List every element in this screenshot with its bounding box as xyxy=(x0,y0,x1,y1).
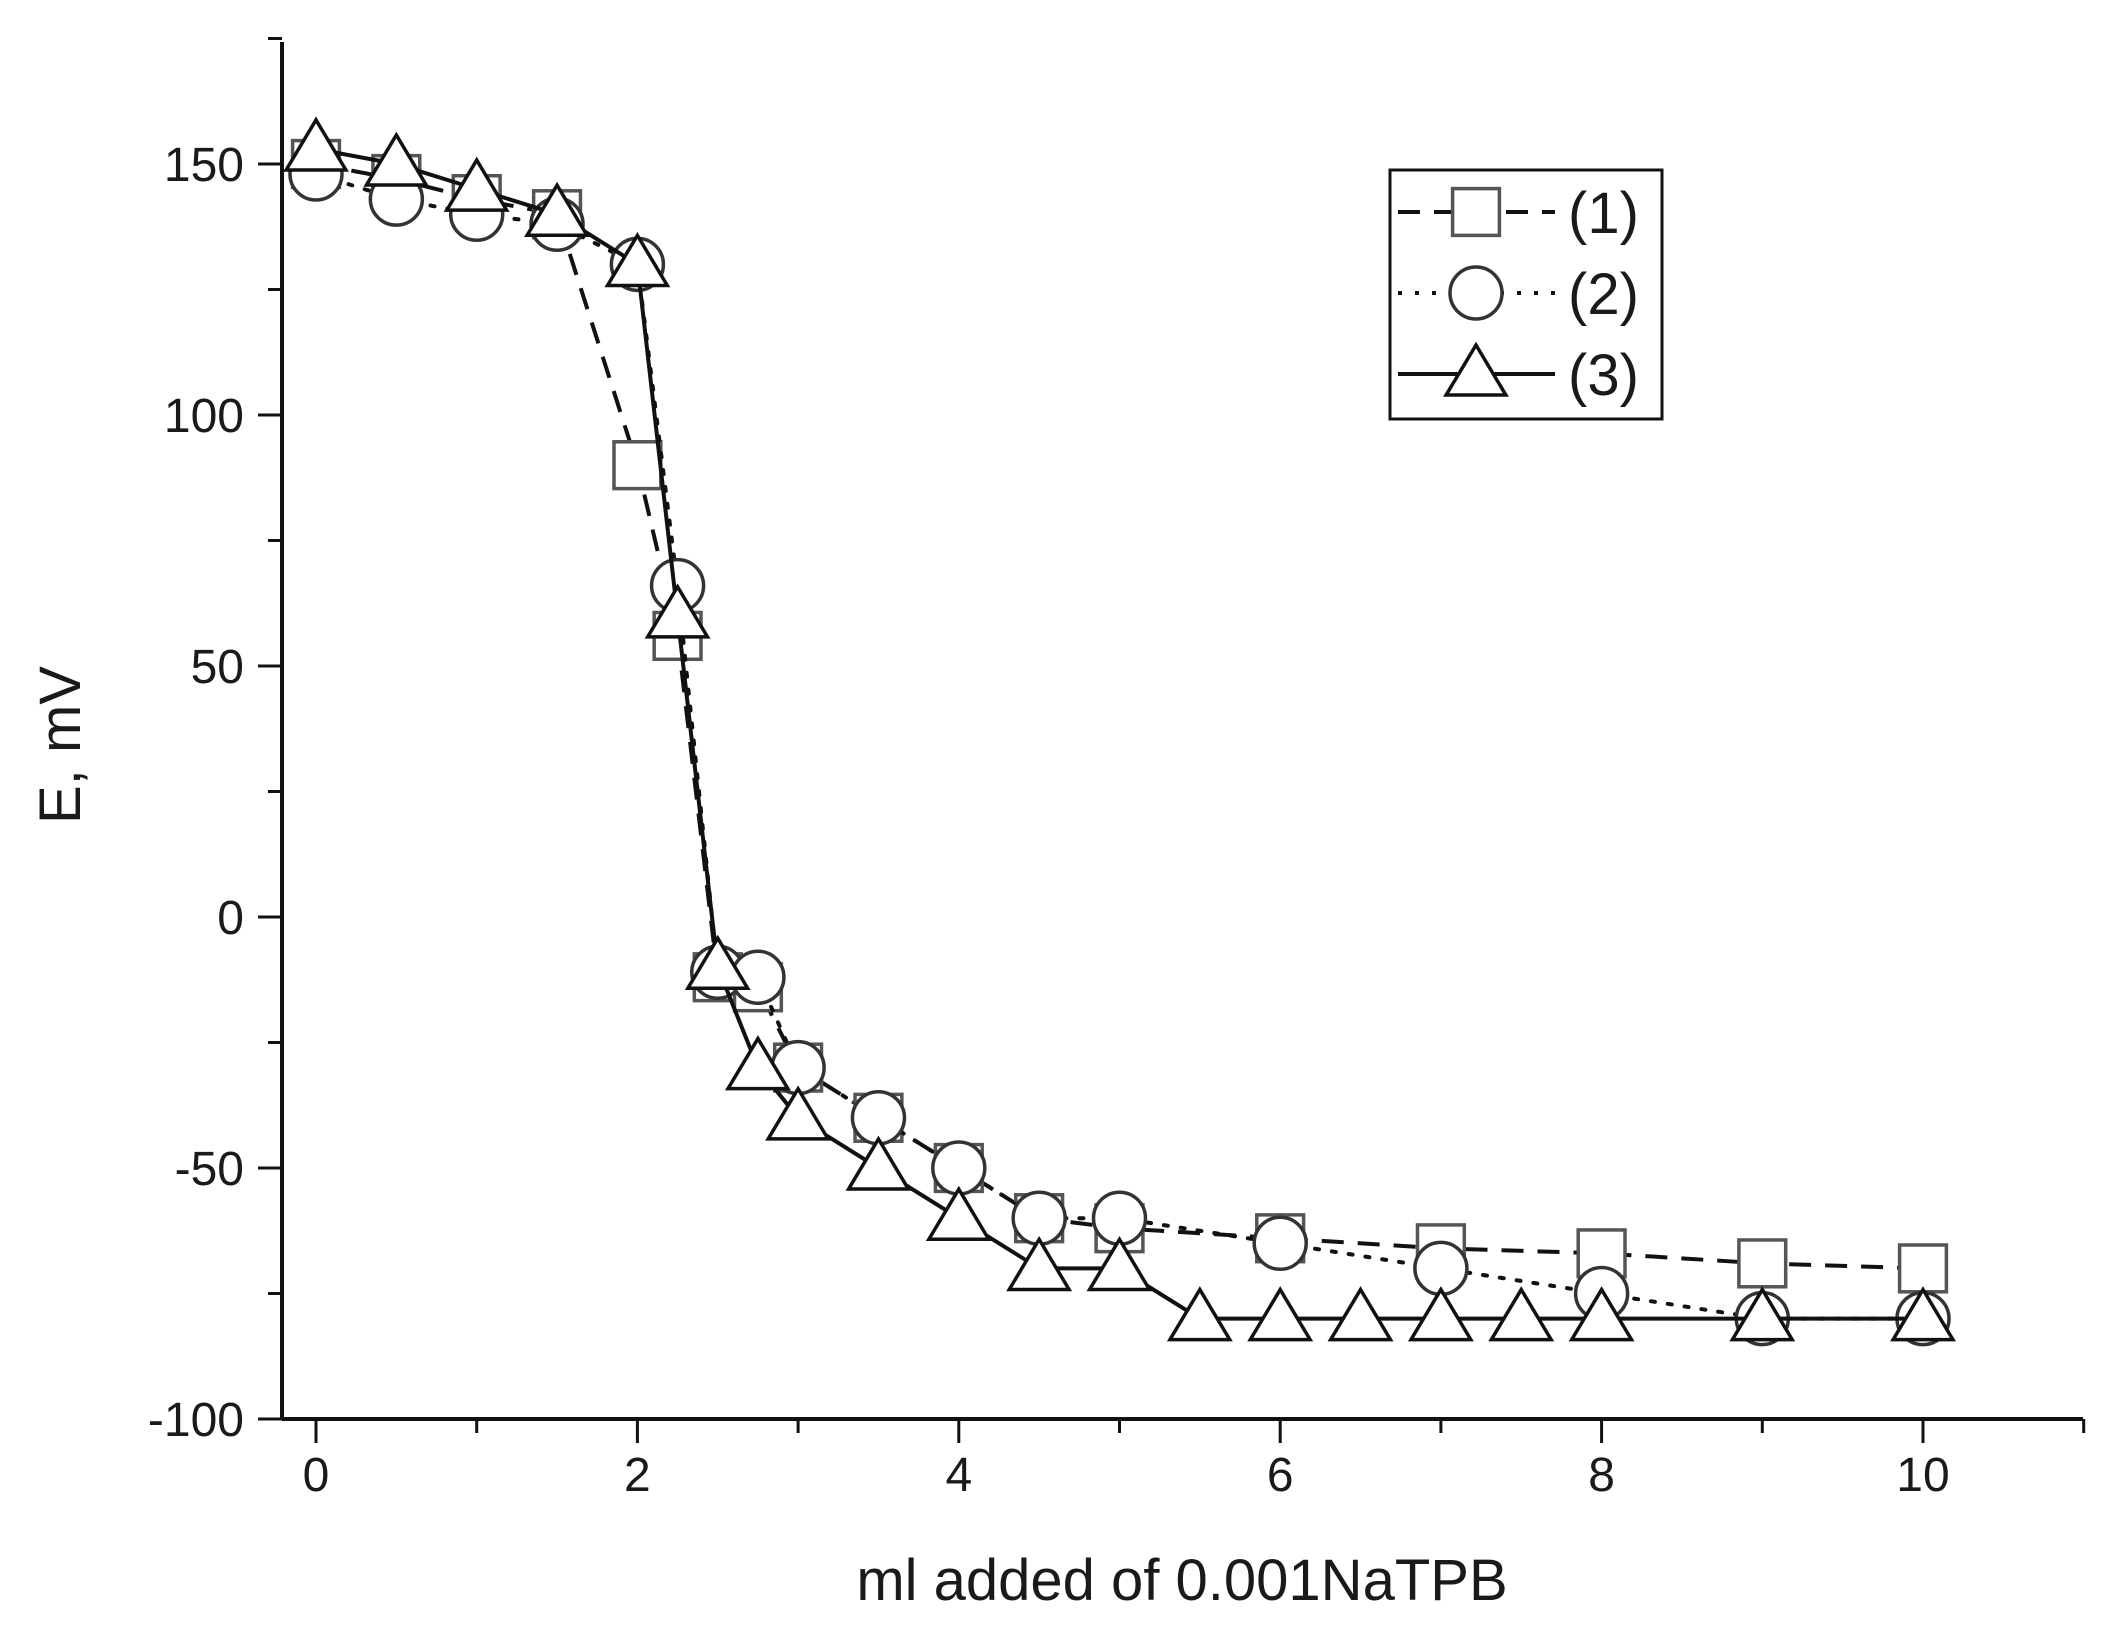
y-tick-label: 150 xyxy=(164,139,244,192)
series-3-point xyxy=(283,116,349,172)
legend-marker-3 xyxy=(1443,341,1509,397)
legend-label-1: (1) xyxy=(1568,181,1639,246)
series-3-point xyxy=(724,1035,791,1091)
series-3-point xyxy=(1407,1286,1474,1342)
series-2-line xyxy=(314,172,1925,1321)
x-tick-label: 0 xyxy=(303,1449,330,1502)
series-3-point xyxy=(1568,1286,1635,1342)
series-3 xyxy=(283,116,1956,1342)
series-3-point xyxy=(1166,1286,1233,1342)
x-tick-label: 4 xyxy=(945,1449,972,1502)
x-tick-label: 2 xyxy=(624,1449,651,1502)
series-3-point xyxy=(1086,1235,1153,1292)
series-2-point xyxy=(1252,1215,1308,1272)
series-3-point xyxy=(925,1185,992,1242)
y-tick-label: 50 xyxy=(191,641,244,694)
series-3-point xyxy=(524,181,591,238)
y-tick-label: 100 xyxy=(164,390,244,443)
legend-label-3: (3) xyxy=(1568,343,1639,408)
x-tick-label: 10 xyxy=(1896,1449,1949,1502)
y-tick-label: -50 xyxy=(175,1143,244,1196)
series-3-point xyxy=(363,131,430,187)
series-2 xyxy=(288,146,1951,1347)
series-3-point xyxy=(1890,1286,1956,1342)
x-tick-label: 6 xyxy=(1267,1449,1294,1502)
series-3-point xyxy=(1247,1286,1314,1342)
x-tick-label: 8 xyxy=(1588,1449,1615,1502)
series-3-point xyxy=(1488,1286,1555,1342)
series-3-point xyxy=(604,231,671,288)
series-3-point xyxy=(644,583,711,639)
series-3-point xyxy=(1006,1235,1073,1292)
series-1-point xyxy=(1897,1243,1949,1294)
series-layer xyxy=(283,116,1956,1347)
series-3-point xyxy=(1729,1286,1796,1342)
series-1-line xyxy=(315,162,1924,1271)
y-axis-title: E, mV xyxy=(28,666,93,824)
series-1-point xyxy=(1737,1238,1788,1289)
series-1-point xyxy=(612,440,663,491)
legend-marker-2 xyxy=(1448,265,1504,321)
series-3-point xyxy=(765,1085,832,1141)
legend-label-2: (2) xyxy=(1568,262,1639,327)
series-3-point xyxy=(684,934,751,991)
y-tick-label: 0 xyxy=(217,892,244,945)
series-3-point xyxy=(1327,1286,1394,1342)
y-tick-label: -100 xyxy=(148,1394,244,1447)
series-1 xyxy=(290,138,1949,1294)
x-axis-title: ml added of 0.001NaTPB xyxy=(856,1548,1507,1613)
legend: (1) (2) (3) xyxy=(1388,168,1664,421)
series-3-line xyxy=(315,146,1923,1321)
axes: -100 -50 0 50 100 150 0 2 4 6 8 10 xyxy=(148,37,2086,1502)
legend-marker-1 xyxy=(1450,186,1502,238)
series-3-point xyxy=(845,1135,912,1191)
series-3-point xyxy=(443,156,510,212)
